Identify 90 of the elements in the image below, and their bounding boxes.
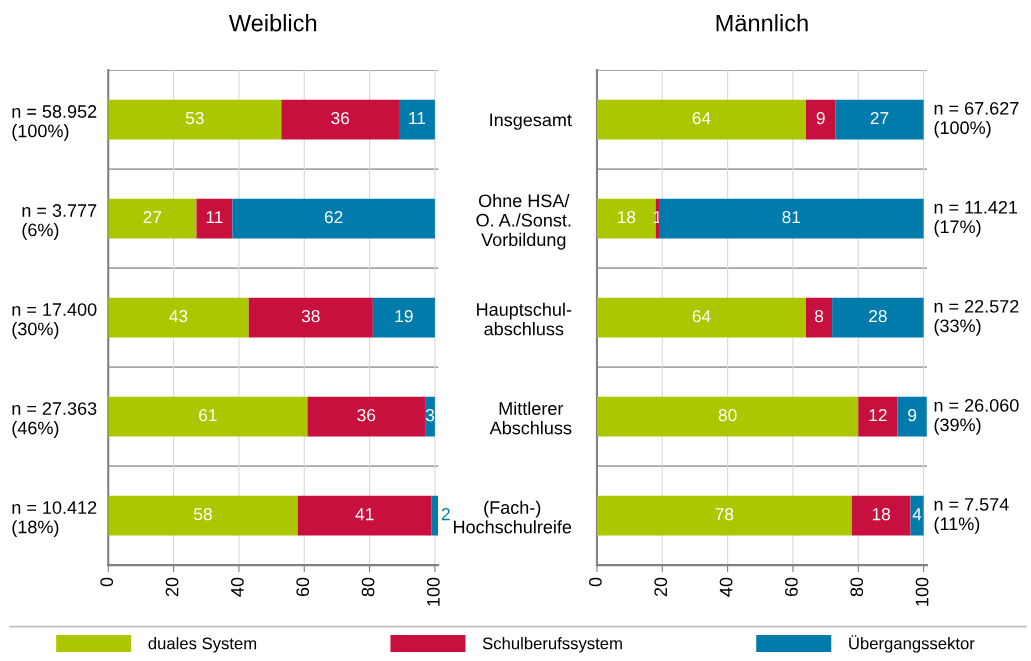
data-label: 12 xyxy=(869,408,887,422)
bar xyxy=(431,495,439,536)
text: n = 22.572 (33%) xyxy=(934,299,1019,336)
bar xyxy=(108,495,298,536)
bar xyxy=(596,297,807,338)
data-label: 43 xyxy=(169,309,188,323)
bar xyxy=(596,495,852,536)
data-label: 4 xyxy=(912,508,922,521)
bar xyxy=(108,198,197,239)
y-tick-label: n = 27.363 (46%) xyxy=(12,402,97,438)
data-label: 78 xyxy=(715,508,734,521)
data-label: 27 xyxy=(143,210,162,224)
x-tick-label: 80 xyxy=(850,577,864,597)
data-label: 11 xyxy=(409,112,426,125)
bar xyxy=(806,99,836,140)
bar xyxy=(596,396,859,437)
bar xyxy=(108,99,282,140)
bar xyxy=(281,99,399,140)
data-label: 61 xyxy=(199,408,217,422)
bar xyxy=(108,396,308,437)
data-label: 9 xyxy=(816,111,825,125)
bar xyxy=(910,495,924,536)
x-tick-label: 40 xyxy=(719,577,733,597)
data-label: 64 xyxy=(692,111,711,125)
data-label: 53 xyxy=(185,111,204,125)
bar xyxy=(232,198,435,239)
data-label: 81 xyxy=(782,210,801,224)
data-label: 18 xyxy=(618,210,636,224)
x-tick-label: 0 xyxy=(589,577,602,587)
legend-label: Schulberufssystem xyxy=(482,637,622,653)
y-tick-label: Insgesamt xyxy=(490,113,572,130)
data-label: 36 xyxy=(357,408,376,422)
chart-title: Männlich xyxy=(716,14,808,32)
data-label: 41 xyxy=(355,508,374,521)
data-label: 3 xyxy=(425,408,435,422)
legend-label: duales System xyxy=(148,637,257,653)
bar xyxy=(248,297,373,338)
bar xyxy=(897,396,927,437)
bar xyxy=(806,297,833,338)
data-label: 18 xyxy=(872,508,891,521)
bar xyxy=(659,198,924,239)
text: n = 26.060 (39%) xyxy=(934,398,1019,435)
x-tick-label: 20 xyxy=(654,577,668,597)
x-tick-label: 80 xyxy=(361,577,375,597)
bar xyxy=(108,297,249,338)
y-tick-label: Ohne HSA/ O. A./Sonst. Vorbildung xyxy=(476,193,571,250)
data-label: 11 xyxy=(206,211,223,224)
x-tick-label: 60 xyxy=(296,577,310,597)
x-tick-label: 0 xyxy=(100,577,114,587)
bar xyxy=(398,99,435,140)
y-tick-label: Mittlerer Abschluss xyxy=(489,401,572,435)
data-label: 8 xyxy=(815,309,824,323)
x-tick-label: 100 xyxy=(426,577,440,606)
text: n = 11.421 (17%) xyxy=(934,200,1018,237)
legend-label: Übergangssektor xyxy=(849,635,975,653)
bar xyxy=(835,99,924,140)
bar xyxy=(596,99,807,140)
bar xyxy=(372,297,435,338)
data-label: 19 xyxy=(395,309,413,323)
y-tick-label: n = 58.952 (100%) xyxy=(12,105,97,141)
chart-title: Weiblich xyxy=(228,14,317,32)
data-label: 36 xyxy=(331,111,350,125)
y-tick-label: Hauptschul- abschluss xyxy=(477,302,572,336)
data-label: 38 xyxy=(301,309,320,323)
text: n = 67.627 (100%) xyxy=(934,101,1019,138)
data-label: 58 xyxy=(194,508,212,521)
data-label: 27 xyxy=(870,111,889,125)
x-tick-label: 60 xyxy=(785,577,798,597)
data-label: 62 xyxy=(324,210,343,224)
bar xyxy=(307,396,426,437)
data-label: 28 xyxy=(869,309,887,323)
bar xyxy=(832,297,924,338)
bar xyxy=(425,396,435,437)
x-tick-label: 100 xyxy=(915,577,929,606)
data-label: 9 xyxy=(908,408,917,422)
y-tick-label: (Fach-) Hochschulreife xyxy=(454,500,572,534)
bar xyxy=(858,396,898,437)
data-label: 64 xyxy=(692,309,711,323)
bar xyxy=(596,198,656,239)
y-tick-label: n = 3.777 (6%) xyxy=(22,204,97,240)
bar xyxy=(196,198,233,239)
bar xyxy=(297,495,432,536)
x-tick-label: 20 xyxy=(165,577,179,597)
text: n = 7.574 (11%) xyxy=(934,498,1009,534)
y-tick-label: n = 10.412 (18%) xyxy=(12,501,97,537)
data-label: 80 xyxy=(718,408,737,422)
x-tick-label: 40 xyxy=(230,577,244,597)
data-label: 2 xyxy=(441,508,450,521)
y-tick-label: n = 17.400 (30%) xyxy=(12,303,97,339)
bar xyxy=(851,495,911,536)
